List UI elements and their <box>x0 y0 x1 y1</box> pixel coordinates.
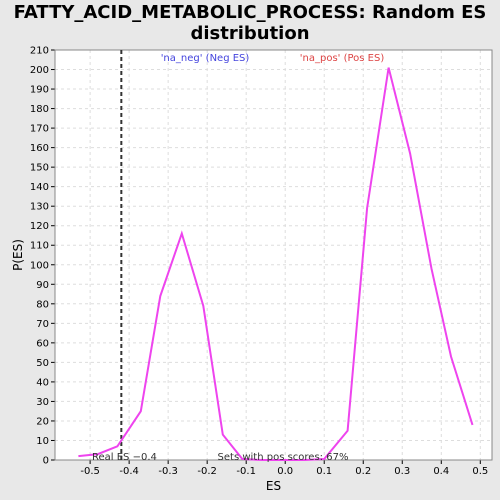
chart-title-line2: distribution <box>190 23 310 44</box>
y-tick-label: 40 <box>36 377 49 388</box>
real-es-label: Real ES −0.4 <box>92 452 157 463</box>
y-tick-label: 120 <box>30 221 49 232</box>
x-tick-label: -0.5 <box>80 466 100 477</box>
y-tick-label: 140 <box>30 182 49 193</box>
y-tick-label: 200 <box>30 65 49 76</box>
pos-es-label: 'na_pos' (Pos ES) <box>300 53 385 64</box>
x-tick-label: -0.2 <box>197 466 217 477</box>
y-tick-label: 70 <box>36 319 49 330</box>
y-tick-label: 60 <box>36 338 49 349</box>
x-tick-label: 0.5 <box>472 466 488 477</box>
x-tick-label: 0.2 <box>355 466 371 477</box>
y-tick-label: 210 <box>30 46 49 57</box>
x-tick-label: -0.1 <box>236 466 256 477</box>
x-tick-label: 0.0 <box>277 466 293 477</box>
es-distribution-line <box>78 67 474 461</box>
y-tick-label: 150 <box>30 163 49 174</box>
neg-es-label: 'na_neg' (Neg ES) <box>161 53 250 64</box>
sets-pos-scores-label: Sets with pos scores: 67% <box>218 452 349 463</box>
plot-background <box>55 50 492 460</box>
y-tick-label: 30 <box>36 397 49 408</box>
x-tick-label: 0.3 <box>394 466 410 477</box>
y-tick-label: 170 <box>30 124 49 135</box>
y-axis-label: P(ES) <box>11 239 25 271</box>
y-tick-label: 90 <box>36 280 49 291</box>
tick-labels: 0 10 20 30 40 50 60 70 80 90 100 110 120 130 140 150 160… <box>30 46 488 478</box>
y-tick-label: 10 <box>36 436 49 447</box>
y-tick-label: 100 <box>30 260 49 271</box>
chart-title-line1: FATTY_ACID_METABOLIC_PROCESS: Random ES <box>13 2 487 23</box>
y-tick-label: 0 <box>43 456 49 467</box>
y-tick-label: 130 <box>30 202 49 213</box>
y-tick-label: 20 <box>36 416 49 427</box>
y-tick-label: 50 <box>36 358 49 369</box>
x-tick-label: 0.4 <box>433 466 449 477</box>
y-tick-label: 110 <box>30 241 49 252</box>
x-tick-label: -0.3 <box>158 466 178 477</box>
y-tick-label: 80 <box>36 299 49 310</box>
y-tick-label: 190 <box>30 85 49 96</box>
y-tick-label: 160 <box>30 143 49 154</box>
x-tick-label: -0.4 <box>119 466 139 477</box>
grid-lines <box>55 49 492 461</box>
y-tick-label: 180 <box>30 104 49 115</box>
x-tick-label: 0.1 <box>316 466 332 477</box>
x-axis-label: ES <box>266 479 281 493</box>
